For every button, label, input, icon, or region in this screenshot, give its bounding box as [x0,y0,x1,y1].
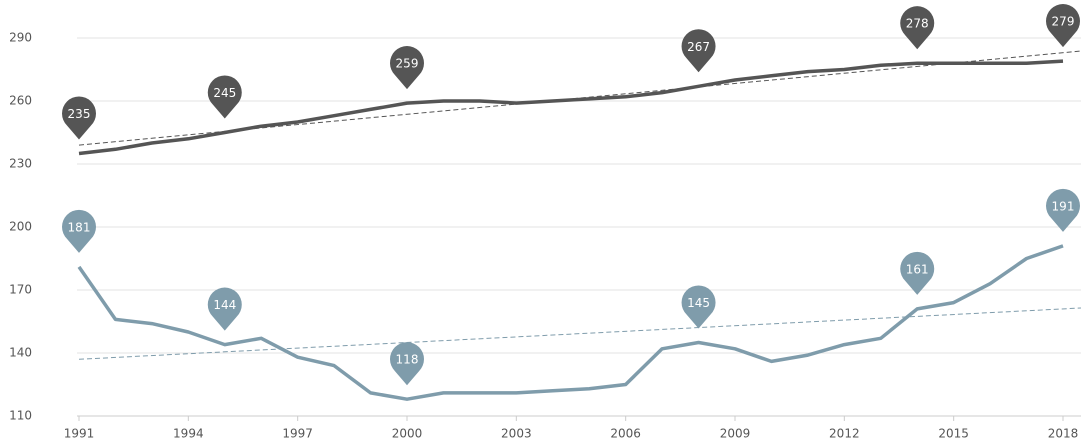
trend-line [78,307,1081,360]
pin-marker [390,342,424,386]
y-tick-label: 110 [9,409,32,423]
pin-marker [61,209,96,253]
data-label: 144 [213,298,236,312]
pin-marker [681,285,716,329]
data-label: 161 [906,262,929,276]
pin-marker [61,96,96,140]
x-tick-label: 2012 [829,427,860,441]
pin: 259 [390,46,424,90]
pin: 267 [681,29,716,73]
x-tick-label: 1994 [173,427,204,441]
x-tick-label: 1997 [282,427,313,441]
y-tick-label: 260 [9,94,32,108]
pin: 118 [390,342,424,386]
pin: 279 [1045,4,1080,48]
pin-marker [900,6,935,50]
pin: 191 [1045,188,1080,232]
pin-marker [1045,4,1080,48]
pin: 235 [61,96,96,140]
data-label: 235 [68,107,91,121]
pin: 144 [207,287,242,331]
data-label: 259 [396,57,419,71]
series-line [77,244,1064,401]
pin-marker [390,46,424,90]
x-tick-label: 2018 [1048,427,1079,441]
pin-marker [681,29,716,73]
data-label: 118 [396,353,419,367]
data-label: 279 [1052,15,1075,29]
pin-marker [207,287,242,331]
y-tick-label: 170 [9,283,32,297]
pin: 181 [61,209,96,253]
x-tick-label: 2009 [720,427,751,441]
data-label: 145 [687,296,710,310]
pin: 278 [900,6,935,50]
x-tick-label: 2000 [392,427,423,441]
pin-marker [1045,188,1080,232]
data-label: 245 [213,86,236,100]
pin-marker [207,75,242,119]
y-tick-label: 140 [9,346,32,360]
y-tick-label: 290 [9,31,32,45]
x-tick-label: 1991 [64,427,95,441]
pin: 245 [207,75,242,119]
pin-marker [900,251,935,295]
y-tick-label: 230 [9,157,32,171]
x-tick-label: 2006 [610,427,641,441]
data-label: 278 [906,17,929,31]
data-label: 181 [68,220,91,234]
pin: 161 [900,251,935,295]
series-line [78,59,1064,156]
pin: 145 [681,285,716,329]
y-tick-label: 200 [9,220,32,234]
data-label: 191 [1052,199,1075,213]
x-tick-label: 2003 [501,427,532,441]
data-label: 267 [687,40,710,54]
x-tick-label: 2015 [938,427,969,441]
